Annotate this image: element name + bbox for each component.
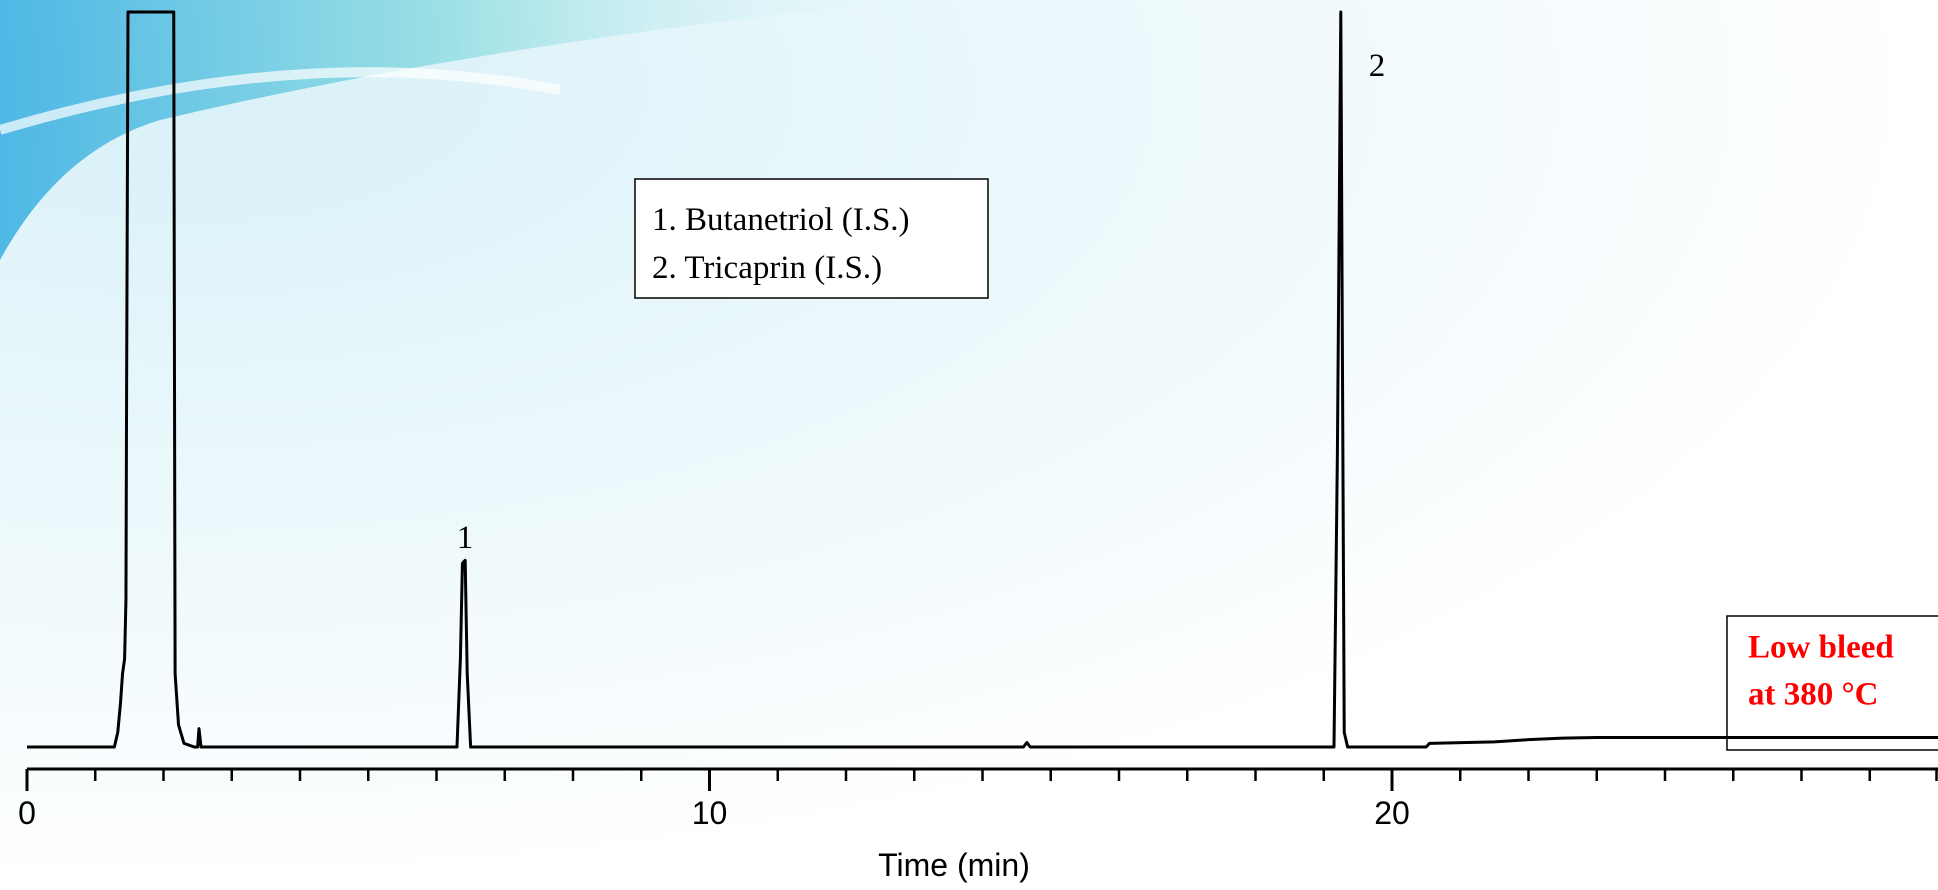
legend-entry: 1. Butanetriol (I.S.) — [652, 202, 910, 238]
peak-label: 2 — [1369, 48, 1386, 84]
page: 1. Butanetriol (I.S.) 2. Tricaprin (I.S.… — [0, 0, 1938, 890]
peak-label: 1 — [457, 520, 474, 556]
x-tick-label: 0 — [18, 795, 36, 831]
x-axis-title: Time (min) — [878, 847, 1030, 883]
x-tick-label: 10 — [692, 795, 728, 831]
note-text: Low bleed — [1748, 630, 1894, 666]
legend-entry: 2. Tricaprin (I.S.) — [652, 250, 882, 286]
note-text: at 380 °C — [1748, 677, 1879, 713]
background — [0, 0, 1938, 890]
chart: 1. Butanetriol (I.S.) 2. Tricaprin (I.S.… — [0, 0, 1938, 890]
x-tick-label: 20 — [1374, 795, 1410, 831]
